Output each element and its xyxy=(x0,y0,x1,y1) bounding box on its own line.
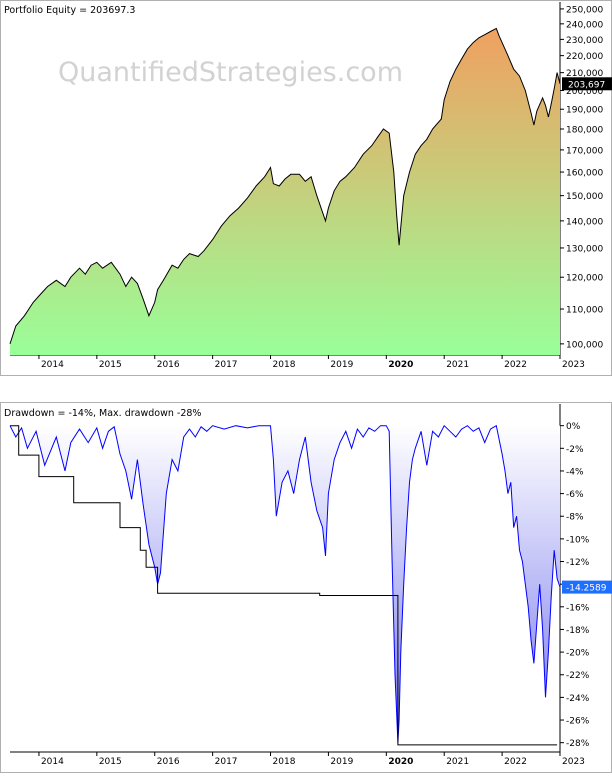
y-tick-label: -24% xyxy=(566,694,590,704)
y-tick-label: -18% xyxy=(566,626,590,636)
equity-chart: Portfolio Equity = 203697.3 QuantifiedSt… xyxy=(0,0,612,376)
y-tick-label: 180,000 xyxy=(566,125,603,135)
y-tick-label: -10% xyxy=(566,535,590,545)
x-tick-label: 2017 xyxy=(215,757,238,767)
equity-plot-area: 100,000 110,000 120,000 130,000 140,000 150,0… xyxy=(9,2,612,370)
equity-area-fill xyxy=(10,28,560,356)
max-drawdown-line xyxy=(10,425,558,746)
x-tick-label: 2019 xyxy=(330,360,353,370)
equity-chart-panel: Portfolio Equity = 203697.3 QuantifiedSt… xyxy=(0,0,612,376)
y-tick-label: -26% xyxy=(566,717,590,727)
y-tick-label: 100,000 xyxy=(566,340,603,350)
y-tick-label: 160,000 xyxy=(566,169,603,179)
x-tick-label: 2014 xyxy=(41,757,64,767)
drawdown-last-value-tag xyxy=(562,580,612,594)
x-tick-label: 2023 xyxy=(562,360,585,370)
y-tick-label: -16% xyxy=(566,603,590,613)
drawdown-line xyxy=(9,424,561,743)
x-tick-label: 2014 xyxy=(41,360,64,370)
x-tick-label: 2023 xyxy=(562,757,585,767)
x-tick-label: 2018 xyxy=(273,360,296,370)
y-tick-label: -22% xyxy=(566,671,590,681)
drawdown-plot-area: 0%-2%-4%-6%-8%-10%-12%-14%-16%-18%-20%-2… xyxy=(9,404,612,767)
y-tick-label: -4% xyxy=(566,467,584,477)
x-tick-label: 2016 xyxy=(157,757,180,767)
equity-header: Portfolio Equity = 203697.3 xyxy=(4,5,135,16)
drawdown-chart: Drawdown = -14%, Max. drawdown -28% 0% -2… xyxy=(0,402,612,773)
x-tick-label: 2021 xyxy=(446,757,469,767)
y-tick-label: 150,000 xyxy=(566,192,603,202)
y-tick-label: 0% xyxy=(566,422,581,432)
y-tick-label: 240,000 xyxy=(566,20,603,30)
x-tick-label: 2022 xyxy=(504,757,527,767)
y-tick-label: -12% xyxy=(566,558,590,568)
y-tick-label: -2% xyxy=(566,445,584,455)
y-tick-label: 200,000 xyxy=(566,87,603,97)
y-tick-label: 130,000 xyxy=(566,244,603,254)
y-tick-label: 170,000 xyxy=(566,146,603,156)
drawdown-last-value-label: -14.2589 xyxy=(566,584,607,594)
equity-line xyxy=(9,27,561,345)
equity-last-value-tag xyxy=(562,77,612,91)
y-tick-label: -8% xyxy=(566,513,584,523)
x-tick-label: 2018 xyxy=(273,757,296,767)
y-tick-label: 230,000 xyxy=(566,36,603,46)
drawdown-header: Drawdown = -14%, Max. drawdown -28% xyxy=(4,408,201,419)
x-tick-label: 2015 xyxy=(99,757,122,767)
y-tick-label: 210,000 xyxy=(566,69,603,79)
equity-last-value-label: 203,697 xyxy=(568,80,605,90)
x-tick-label: 2017 xyxy=(215,360,238,370)
y-tick-label: 220,000 xyxy=(566,52,603,62)
x-tick-label: 2022 xyxy=(504,360,527,370)
drawdown-chart-panel: Drawdown = -14%, Max. drawdown -28% 0% -2… xyxy=(0,402,612,773)
x-tick-label: 2015 xyxy=(99,360,122,370)
drawdown-area-fill xyxy=(10,425,560,743)
y-tick-label: 250,000 xyxy=(566,5,603,15)
y-tick-label: 140,000 xyxy=(566,217,603,227)
y-tick-label: 110,000 xyxy=(566,306,603,316)
watermark: QuantifiedStrategies.com xyxy=(58,57,403,88)
y-tick-label: 190,000 xyxy=(566,106,603,116)
y-tick-label: 120,000 xyxy=(566,274,603,284)
x-tick-label: 2020 xyxy=(388,360,413,370)
y-tick-label: -6% xyxy=(566,490,584,500)
x-tick-label: 2019 xyxy=(330,757,353,767)
x-tick-label: 2016 xyxy=(157,360,180,370)
x-tick-label: 2021 xyxy=(446,360,469,370)
y-tick-label: -28% xyxy=(566,739,590,749)
x-tick-label: 2020 xyxy=(388,757,413,767)
y-tick-label: -20% xyxy=(566,649,590,659)
